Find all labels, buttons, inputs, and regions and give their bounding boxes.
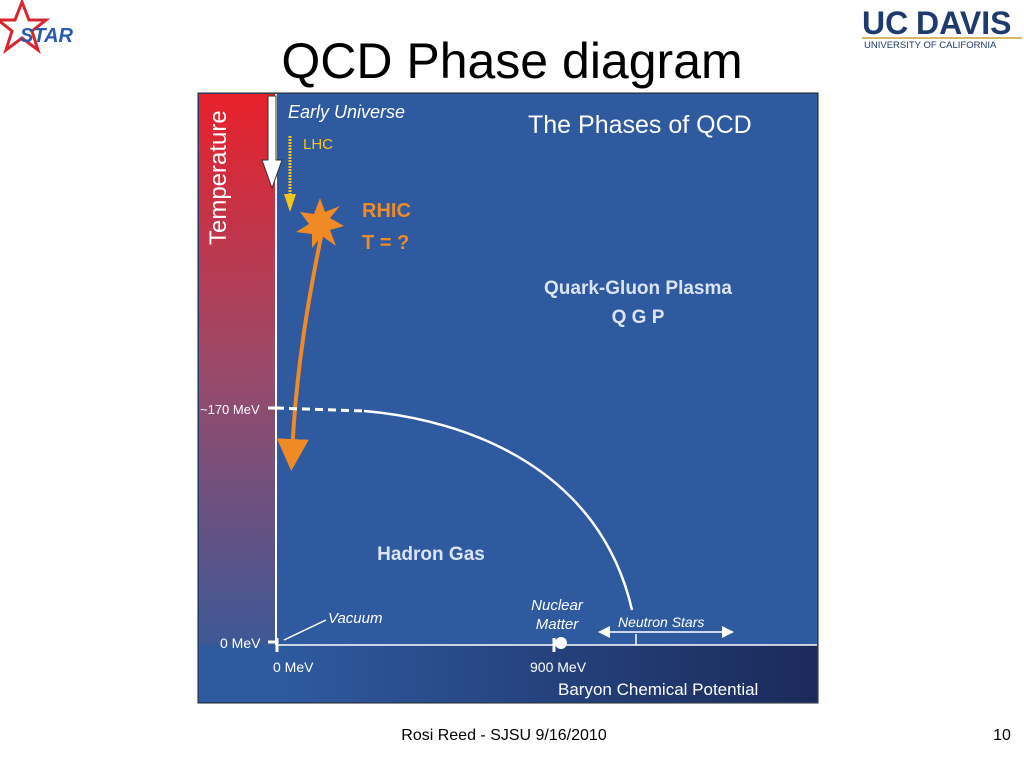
logo-subtitle: UNIVERSITY OF CALIFORNIA [864, 40, 997, 51]
star-logo: STAR [0, 0, 74, 55]
qgp-abbr: Q G P [612, 307, 665, 328]
qgp-label: Quark-Gluon Plasma [544, 278, 732, 299]
tick-label-900: 900 MeV [530, 659, 587, 675]
lhc-label: LHC [303, 136, 333, 153]
rhic-trajectory [276, 231, 324, 471]
tick-label-t0: 0 MeV [220, 635, 261, 651]
nuclear-label: Nuclear [531, 597, 584, 614]
matter-label: Matter [536, 616, 580, 633]
rhic-burst [296, 198, 344, 248]
diagram-title: The Phases of QCD [528, 111, 752, 139]
hadron-gas-label: Hadron Gas [377, 544, 485, 565]
early-universe-label: Early Universe [288, 102, 405, 122]
ucdavis-logo: UC DAVIS UNIVERSITY OF CALIFORNIA [862, 5, 1022, 51]
phase-boundary [363, 409, 634, 611]
phase-diagram: Temperature The Phases of QCD Early Univ… [197, 92, 819, 704]
temperature-strip [199, 94, 276, 645]
tick-label-170: ~170 MeV [200, 402, 260, 417]
neutron-stars-label: Neutron Stars [618, 614, 704, 630]
rhic-label: RHIC [362, 200, 411, 222]
nuclear-matter-point [555, 637, 567, 649]
rhic-temperature: T = ? [362, 232, 409, 254]
y-axis-label: Temperature [205, 110, 232, 245]
vacuum-label: Vacuum [328, 610, 382, 627]
logo-davis: DAVIS [916, 5, 1011, 41]
boundary-dashed [275, 406, 365, 413]
footer-text: Rosi Reed - SJSU 9/16/2010 [401, 727, 607, 744]
star-icon [0, 0, 51, 55]
logo-uc: UC [862, 5, 908, 41]
page-number: 10 [993, 727, 1011, 744]
star-text: STAR [20, 25, 74, 47]
vacuum-pointer [283, 619, 327, 641]
tick-label-mu0: 0 MeV [273, 659, 314, 675]
early-universe-arrow [261, 95, 283, 190]
mu-strip [276, 645, 817, 702]
slide-title: QCD Phase diagram [281, 33, 742, 89]
x-axis-label: Baryon Chemical Potential [558, 680, 758, 699]
diagram-bg [197, 92, 819, 704]
lhc-arrow-head [284, 194, 296, 212]
